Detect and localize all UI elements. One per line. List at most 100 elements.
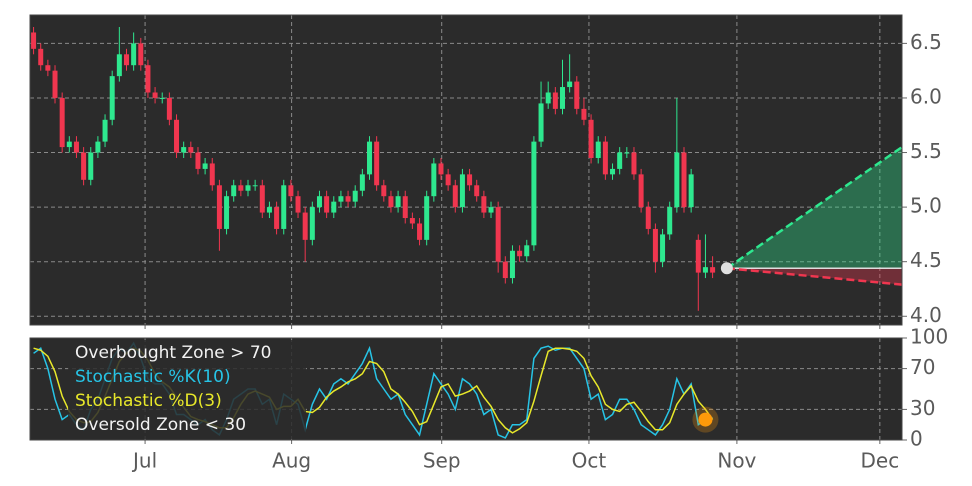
y-tick-label: 5.5	[910, 139, 942, 163]
candle-body	[638, 174, 644, 208]
candle-body	[274, 207, 280, 229]
legend-entry: Oversold Zone < 30	[75, 415, 246, 435]
candle-body	[159, 97, 165, 99]
y-tick-label: 70	[910, 355, 935, 379]
candle-body	[531, 141, 537, 246]
candle-body	[152, 92, 158, 98]
forecast-lower-line	[726, 266, 903, 286]
x-tick-label: Nov	[717, 449, 756, 473]
plot-frame	[29, 337, 903, 441]
candle-body	[459, 174, 465, 208]
candle-body	[374, 141, 380, 186]
candle-body	[95, 141, 101, 153]
y-tick-label: 6.0	[910, 84, 942, 108]
candle-body	[266, 207, 272, 213]
candle-body	[281, 185, 287, 229]
y-tick-label: 6.5	[910, 30, 942, 54]
candle-body	[202, 163, 208, 169]
candle-body	[688, 174, 694, 208]
candle-body	[345, 196, 351, 202]
candle-body	[181, 147, 187, 153]
candle-body	[402, 196, 408, 219]
candle-body	[338, 196, 344, 202]
candle-body	[517, 250, 523, 257]
candle-body	[710, 267, 716, 273]
candle-body	[66, 141, 72, 148]
candle-body	[652, 228, 658, 262]
x-tick-label: Oct	[572, 449, 607, 473]
candle-body	[631, 152, 637, 175]
legend-box	[68, 340, 306, 439]
y-tick-label: 4.0	[910, 303, 942, 327]
y-tick-label: 30	[910, 396, 935, 420]
candle-body	[216, 185, 222, 229]
candle-body	[488, 207, 494, 213]
candle-body	[45, 65, 51, 71]
candle-body	[288, 185, 294, 197]
x-tick-label: Sep	[423, 449, 461, 473]
y-tick-label: 4.5	[910, 248, 942, 272]
candle-body	[409, 218, 415, 224]
candle-body	[602, 141, 608, 175]
candle-body	[588, 119, 594, 158]
candle-body	[438, 163, 444, 175]
candle-body	[31, 32, 37, 49]
candle-body	[509, 250, 515, 279]
candle-body	[116, 54, 122, 77]
candle-body	[316, 196, 322, 208]
candle-body	[109, 76, 115, 120]
candle-body	[424, 196, 430, 240]
candle-body	[195, 152, 201, 169]
candle-body	[224, 196, 230, 229]
candle-body	[581, 108, 587, 120]
candle-body	[567, 81, 573, 88]
x-tick-label: Dec	[860, 449, 899, 473]
candle-body	[209, 163, 215, 186]
candle-body	[359, 174, 365, 191]
plot-background	[30, 15, 902, 325]
candle-body	[38, 48, 44, 66]
candle-body	[481, 196, 487, 213]
candle-body	[559, 87, 565, 109]
candle-body	[324, 196, 330, 213]
candle-body	[123, 54, 129, 66]
candle-body	[331, 201, 337, 213]
candle-body	[166, 97, 172, 120]
candle-body	[695, 239, 701, 273]
candle-body	[388, 196, 394, 208]
candle-body	[574, 81, 580, 109]
candle-body	[131, 43, 137, 66]
x-tick-label: Jul	[131, 449, 157, 473]
candle-body	[595, 141, 601, 158]
candle-body	[138, 43, 144, 66]
candle-body	[538, 103, 544, 142]
candle-body	[445, 174, 451, 186]
candle-body	[102, 119, 108, 142]
y-tick-label: 100	[910, 325, 948, 349]
candle-body	[681, 152, 687, 208]
candle-body	[381, 185, 387, 197]
candle-body	[231, 185, 237, 197]
candle-body	[188, 147, 194, 153]
candle-body	[174, 119, 180, 153]
candle-body	[295, 196, 301, 213]
candle-body	[59, 97, 65, 148]
candle-body	[52, 70, 58, 98]
y-tick-label: 5.0	[910, 194, 942, 218]
candle-body	[145, 65, 151, 93]
legend-entry: Overbought Zone > 70	[75, 343, 271, 363]
candle-body	[702, 267, 708, 273]
candle-body	[502, 261, 508, 279]
candle-body	[302, 212, 308, 240]
candle-body	[88, 152, 94, 180]
candle-body	[545, 92, 551, 104]
candle-body	[395, 196, 401, 208]
candle-body	[667, 207, 673, 235]
candle-body	[610, 168, 616, 175]
candle-body	[252, 185, 258, 187]
legend-entry: Stochastic %K(10)	[75, 367, 231, 387]
candle-body	[245, 185, 251, 191]
signal-dot	[698, 412, 713, 427]
candle-body	[81, 152, 87, 180]
